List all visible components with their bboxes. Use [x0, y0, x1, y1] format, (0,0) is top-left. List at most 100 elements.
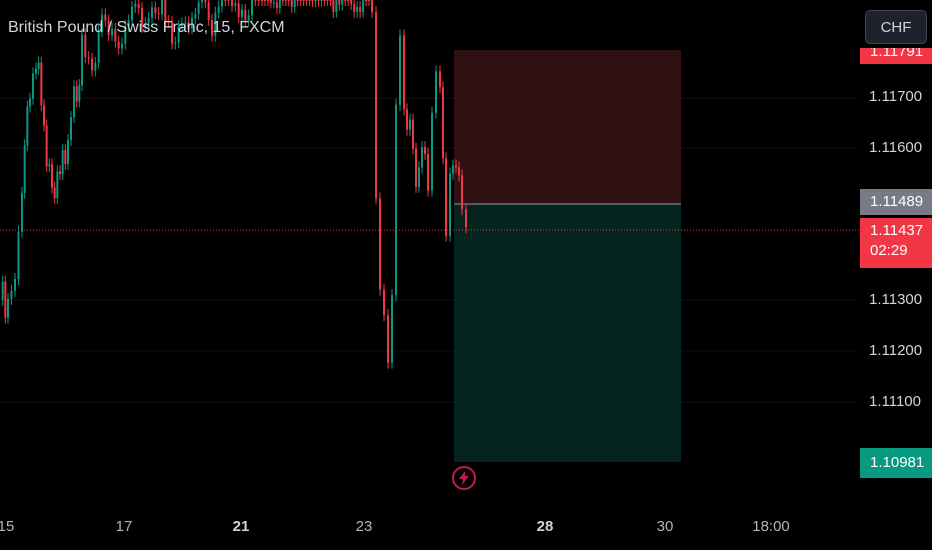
- candle-body: [241, 9, 243, 17]
- candle-body: [231, 0, 233, 7]
- candle-body: [412, 119, 414, 149]
- candle-body: [151, 7, 153, 18]
- candle-body: [84, 34, 87, 58]
- candle-body: [73, 86, 75, 118]
- candle-body: [308, 0, 311, 1]
- candle-body: [174, 42, 177, 44]
- candle-body: [379, 198, 381, 290]
- candle-body: [359, 7, 362, 13]
- candle-body: [323, 0, 326, 1]
- candle-body: [87, 57, 90, 59]
- candle-body: [299, 0, 302, 1]
- candle-body: [296, 0, 299, 1]
- candle-body: [75, 86, 78, 102]
- candle-body: [290, 0, 293, 8]
- candle-body: [81, 34, 83, 86]
- candle-body: [70, 117, 72, 140]
- candle-body: [320, 0, 323, 1]
- candle-body: [56, 171, 59, 199]
- candle-body: [275, 2, 278, 9]
- candle-body: [261, 0, 263, 1]
- candle-body: [445, 158, 447, 236]
- candle-body: [147, 17, 150, 24]
- candle-body: [37, 62, 40, 69]
- candle-body: [371, 0, 373, 13]
- current-price-value: 1.11437: [870, 222, 924, 239]
- candle-body: [314, 0, 317, 2]
- candle-body: [424, 147, 426, 155]
- candle-body: [141, 7, 143, 27]
- entry-price-label: 1.11489: [860, 189, 932, 215]
- candle-body: [207, 2, 210, 21]
- date-tick: 30: [656, 518, 674, 535]
- candle-body: [302, 0, 305, 1]
- candle-body: [32, 73, 34, 99]
- candle-body: [247, 15, 250, 21]
- candle-body: [201, 0, 203, 3]
- candle-body: [455, 165, 457, 168]
- candle-body: [399, 35, 401, 105]
- candle-body: [237, 3, 240, 17]
- candle-body: [121, 43, 123, 49]
- candle-body: [107, 20, 110, 36]
- candle-body: [214, 12, 217, 36]
- candle-body: [204, 0, 207, 3]
- candle-body: [48, 164, 51, 167]
- lightning-bolt-icon[interactable]: [452, 466, 476, 490]
- candle-body: [191, 18, 193, 29]
- candle-body: [272, 2, 275, 4]
- candle-body: [395, 104, 397, 296]
- candle-body: [45, 125, 48, 167]
- candle-body: [305, 0, 308, 1]
- candle-body: [1, 281, 4, 300]
- candle-body: [368, 0, 371, 1]
- candle-body: [134, 3, 137, 7]
- candle-body: [167, 21, 170, 23]
- candle-body: [465, 209, 467, 228]
- candle-body: [383, 289, 385, 316]
- stop-loss-zone[interactable]: [454, 50, 681, 204]
- candle-body: [415, 148, 417, 187]
- candle-body: [14, 278, 16, 291]
- candle-body: [391, 295, 393, 363]
- stop-loss-price-label: 1.11791: [860, 48, 932, 64]
- candle-body: [10, 290, 13, 299]
- candle-body: [21, 192, 23, 232]
- date-tick: 15: [0, 518, 15, 535]
- candle-body: [311, 0, 314, 2]
- candle-body: [387, 315, 389, 363]
- candle-body: [137, 3, 140, 8]
- candle-body: [427, 154, 429, 191]
- candle-body: [224, 0, 227, 1]
- price-tick: 1.11200: [869, 342, 923, 359]
- candle-body: [35, 68, 37, 74]
- candle-body: [251, 0, 253, 16]
- candle-body: [362, 0, 365, 13]
- candle-body: [184, 22, 187, 24]
- candle-body: [187, 22, 190, 29]
- candle-body: [197, 2, 200, 14]
- take-profit-zone[interactable]: [454, 204, 681, 462]
- candle-body: [154, 7, 157, 13]
- candle-body: [409, 119, 411, 130]
- candle-body: [61, 150, 64, 175]
- candle-body: [59, 171, 61, 175]
- date-tick: 21: [232, 518, 250, 535]
- candle-body: [51, 164, 53, 188]
- candle-body: [375, 12, 377, 199]
- currency-button[interactable]: CHF: [865, 10, 927, 44]
- candle-body: [332, 0, 335, 12]
- candle-body: [287, 0, 290, 1]
- candle-body: [365, 0, 368, 1]
- candle-body: [461, 175, 463, 210]
- candle-body: [217, 6, 220, 13]
- candle-body: [347, 0, 350, 1]
- candle-body: [278, 0, 281, 9]
- candle-body: [344, 0, 347, 1]
- chart-grid: [0, 97, 858, 403]
- candle-body: [177, 26, 180, 43]
- price-tick: 1.11300: [869, 291, 923, 308]
- candle-body: [257, 0, 260, 1]
- date-tick: 17: [115, 518, 133, 535]
